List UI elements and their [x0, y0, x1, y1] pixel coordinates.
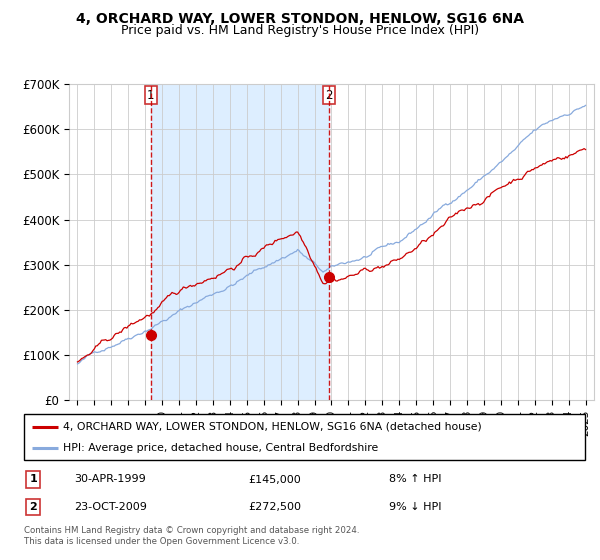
Text: 8% ↑ HPI: 8% ↑ HPI: [389, 474, 441, 484]
Text: 4, ORCHARD WAY, LOWER STONDON, HENLOW, SG16 6NA (detached house): 4, ORCHARD WAY, LOWER STONDON, HENLOW, S…: [63, 422, 482, 432]
Text: 9% ↓ HPI: 9% ↓ HPI: [389, 502, 441, 512]
Text: HPI: Average price, detached house, Central Bedfordshire: HPI: Average price, detached house, Cent…: [63, 443, 379, 453]
Text: 2: 2: [29, 502, 37, 512]
Text: 30-APR-1999: 30-APR-1999: [74, 474, 146, 484]
Bar: [151, 84, 329, 400]
Text: £272,500: £272,500: [248, 502, 301, 512]
FancyBboxPatch shape: [24, 414, 585, 460]
Text: Price paid vs. HM Land Registry's House Price Index (HPI): Price paid vs. HM Land Registry's House …: [121, 24, 479, 37]
Text: 1: 1: [147, 88, 155, 102]
Text: 23-OCT-2009: 23-OCT-2009: [74, 502, 148, 512]
Text: 2: 2: [325, 88, 332, 102]
Text: Contains HM Land Registry data © Crown copyright and database right 2024.
This d: Contains HM Land Registry data © Crown c…: [24, 526, 359, 546]
Text: £145,000: £145,000: [248, 474, 301, 484]
Text: 1: 1: [29, 474, 37, 484]
Text: 4, ORCHARD WAY, LOWER STONDON, HENLOW, SG16 6NA: 4, ORCHARD WAY, LOWER STONDON, HENLOW, S…: [76, 12, 524, 26]
